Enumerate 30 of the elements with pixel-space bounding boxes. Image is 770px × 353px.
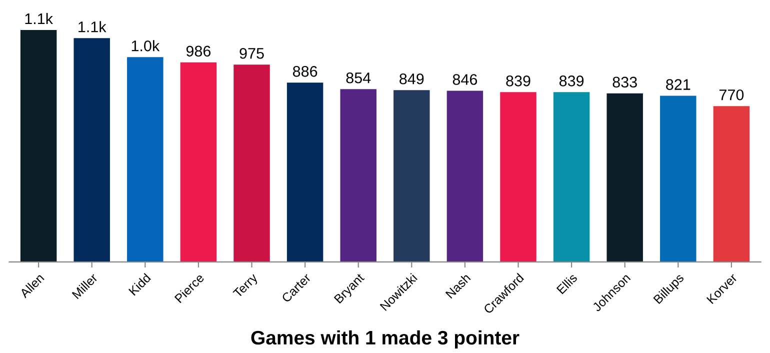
bar — [340, 89, 376, 262]
bar — [713, 106, 750, 262]
bar — [394, 90, 430, 262]
bar — [180, 62, 217, 262]
data-label: 839 — [506, 76, 530, 86]
bar — [446, 90, 484, 262]
bar — [606, 93, 643, 262]
bar — [500, 92, 536, 262]
data-label: 854 — [346, 72, 371, 84]
data-label: 975 — [240, 48, 264, 59]
data-label: 1.0k — [132, 40, 160, 52]
data-label: 833 — [612, 76, 637, 88]
data-label: 849 — [400, 73, 424, 84]
x-axis-title: Games with 1 made 3 pointer — [251, 330, 520, 348]
bar — [553, 92, 590, 262]
bar — [127, 57, 164, 262]
data-label: 821 — [666, 79, 690, 90]
data-label: 770 — [719, 89, 744, 100]
data-label: 846 — [452, 74, 478, 85]
data-label: 986 — [186, 46, 211, 57]
x-tick-label: Ellis — [556, 272, 578, 294]
bar — [20, 30, 57, 262]
data-label: 1.1k — [25, 12, 54, 24]
bar — [234, 64, 270, 262]
bar — [74, 38, 110, 262]
data-label: 886 — [292, 66, 318, 77]
bar — [286, 82, 324, 262]
data-label: 839 — [559, 76, 584, 86]
data-label: 1.1k — [78, 21, 106, 32]
bar — [660, 96, 696, 262]
